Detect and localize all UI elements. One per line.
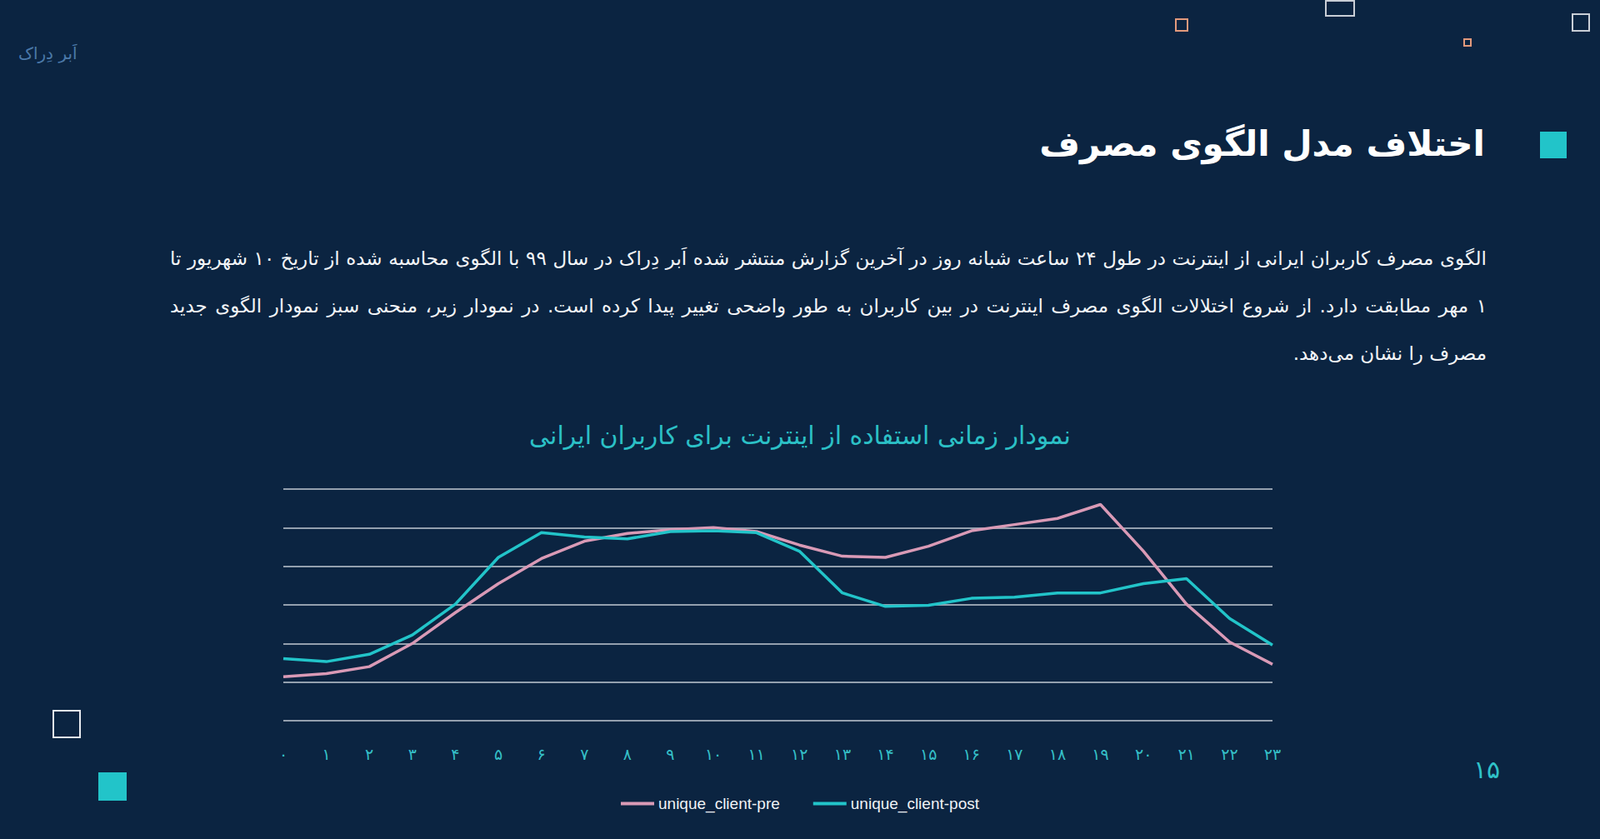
svg-text:۲: ۲ [365,745,374,764]
svg-text:۱۸: ۱۸ [1049,745,1066,764]
svg-text:۴: ۴ [450,745,460,764]
html-text:اَبر دِراک: اَبر دِراک [18,43,78,64]
svg-text:unique_client-pre: unique_client-pre [658,795,780,814]
svg-text:۱۰: ۱۰ [705,745,722,764]
svg-text:۰: ۰ [279,745,288,764]
svg-text:۲۳: ۲۳ [1264,745,1281,764]
svg-text:۱۶: ۱۶ [963,745,980,764]
svg-text:۲۰: ۲۰ [1135,745,1152,764]
svg-text:۳: ۳ [408,745,417,764]
svg-text:۲۲: ۲۲ [1220,745,1238,764]
svg-text:۱۷: ۱۷ [1005,745,1023,764]
svg-text:۱۳: ۱۳ [834,745,851,764]
svg-text:unique_client-post: unique_client-post [850,795,980,814]
svg-text:۶: ۶ [537,745,546,764]
svg-text:۱۴: ۱۴ [876,745,894,764]
html-text:اختلاف مدل الگوی مصرف: اختلاف مدل الگوی مصرف [1039,123,1485,165]
svg-text:۸: ۸ [623,745,632,764]
svg-text:۱۲: ۱۲ [790,745,808,764]
svg-text:۱: ۱ [321,745,330,764]
svg-text:۹: ۹ [665,745,675,764]
html-text:۱۵: ۱۵ [1473,755,1501,785]
svg-text:۱۹: ۱۹ [1091,745,1109,764]
svg-text:نمودار زمانی استفاده از اینترن: نمودار زمانی استفاده از اینترنت برای کار… [529,420,1071,450]
svg-text:۱۵: ۱۵ [920,745,937,764]
svg-text:۲۱: ۲۱ [1178,745,1195,764]
svg-text:۵: ۵ [494,745,503,764]
html-text:الگوی مصرف کاربران ایرانی از ا: الگوی مصرف کاربران ایرانی از اینترنت در … [170,247,1487,365]
svg-text:۱۱: ۱۱ [747,745,765,764]
svg-text:۷: ۷ [580,745,589,764]
